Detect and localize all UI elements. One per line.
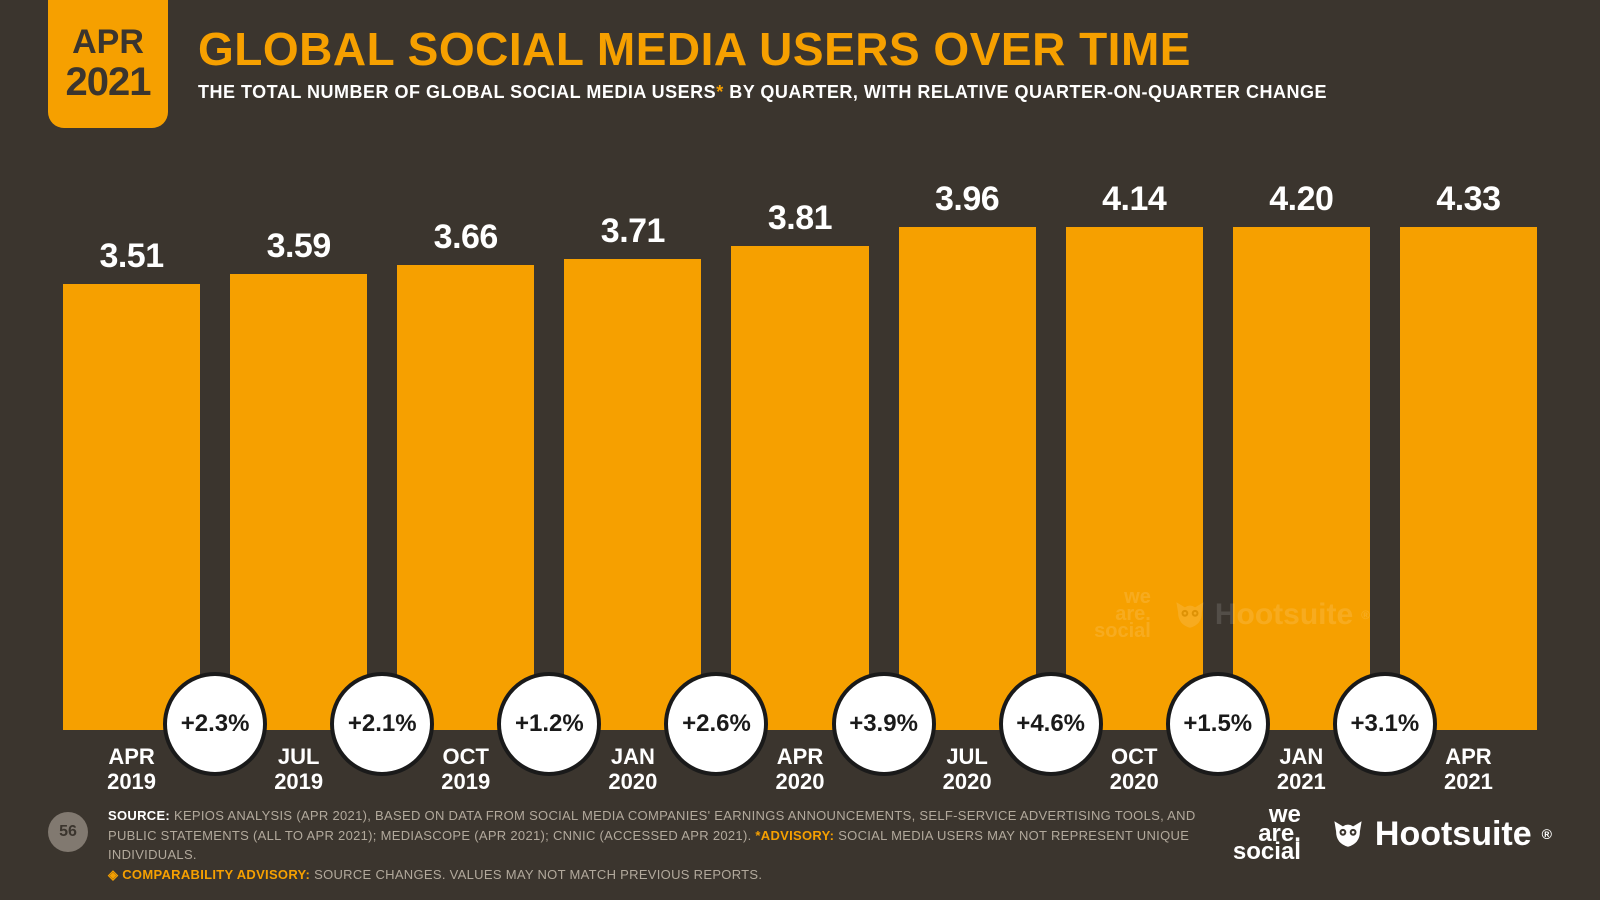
slide-root: APR 2021 GLOBAL SOCIAL MEDIA USERS OVER … [0,0,1600,900]
bar [899,227,1036,730]
bar-value-label: 3.51 [99,237,163,276]
bar-value-label: 3.59 [267,227,331,266]
date-badge-month: APR [72,25,144,61]
bar-column: 4.20JAN2021 [1218,180,1385,730]
date-badge: APR 2021 [48,0,168,128]
bar-value-label: 3.66 [434,218,498,257]
owl-icon [1173,600,1207,630]
bar-column: 4.33APR2021 [1385,180,1552,730]
source-label: SOURCE: [108,808,170,823]
change-badge: +2.1% [330,672,434,776]
watermark-hootsuite: Hootsuite® [1173,598,1370,632]
change-badge: +3.9% [832,672,936,776]
subtitle-suffix: BY QUARTER, WITH RELATIVE QUARTER-ON-QUA… [729,82,1327,102]
footer-logos: we are. social Hootsuite® [1233,806,1552,862]
bar-chart: 3.51APR20193.59JUL20193.66OCT20193.71JAN… [48,180,1552,730]
bar [1066,227,1203,730]
page-number: 56 [48,812,88,852]
bar [63,284,200,730]
watermark: we are. social Hootsuite® [1094,589,1370,640]
bar-value-label: 3.81 [768,199,832,238]
bar [731,246,868,730]
change-badge: +1.5% [1166,672,1270,776]
wearesocial-logo: we are. social [1233,806,1301,862]
source-text: SOURCE: KEPIOS ANALYSIS (APR 2021), BASE… [108,806,1203,884]
bar-value-label: 4.33 [1436,180,1500,219]
bar-value-label: 3.96 [935,180,999,219]
subtitle-prefix: THE TOTAL NUMBER OF GLOBAL SOCIAL MEDIA … [198,82,716,102]
slide-title: GLOBAL SOCIAL MEDIA USERS OVER TIME [198,22,1560,76]
footer: 56 SOURCE: KEPIOS ANALYSIS (APR 2021), B… [0,788,1600,900]
title-block: GLOBAL SOCIAL MEDIA USERS OVER TIME THE … [198,22,1560,103]
bar-value-label: 4.20 [1269,180,1333,219]
bar-column: 3.59JUL2019 [215,180,382,730]
bar [1400,227,1537,730]
date-badge-year: 2021 [66,61,151,103]
change-badge: +3.1% [1333,672,1437,776]
hootsuite-logo: Hootsuite® [1331,815,1552,854]
bar-value-label: 3.71 [601,212,665,251]
bar [397,265,534,730]
bar [564,259,701,730]
bar-column: 3.96JUL2020 [884,180,1051,730]
owl-icon [1331,819,1365,849]
change-badge: +4.6% [999,672,1103,776]
watermark-wearesocial: we are. social [1094,589,1151,640]
comparability-symbol: ◈ [108,867,118,882]
bar-column: 3.51APR2019 [48,180,215,730]
bar-column: 3.71JAN2020 [549,180,716,730]
bar-column: 4.14OCT2020 [1051,180,1218,730]
change-badge: +2.6% [664,672,768,776]
slide-subtitle: THE TOTAL NUMBER OF GLOBAL SOCIAL MEDIA … [198,82,1560,103]
bar [1233,227,1370,730]
subtitle-asterisk: * [716,82,724,102]
bar [230,274,367,730]
advisory-label: *ADVISORY: [755,828,834,843]
comparability-body: SOURCE CHANGES. VALUES MAY NOT MATCH PRE… [314,867,762,882]
bar-column: 3.66OCT2019 [382,180,549,730]
bar-column: 3.81APR2020 [716,180,883,730]
change-badge: +1.2% [497,672,601,776]
bar-value-label: 4.14 [1102,180,1166,219]
comparability-label: COMPARABILITY ADVISORY: [122,867,310,882]
change-badge: +2.3% [163,672,267,776]
